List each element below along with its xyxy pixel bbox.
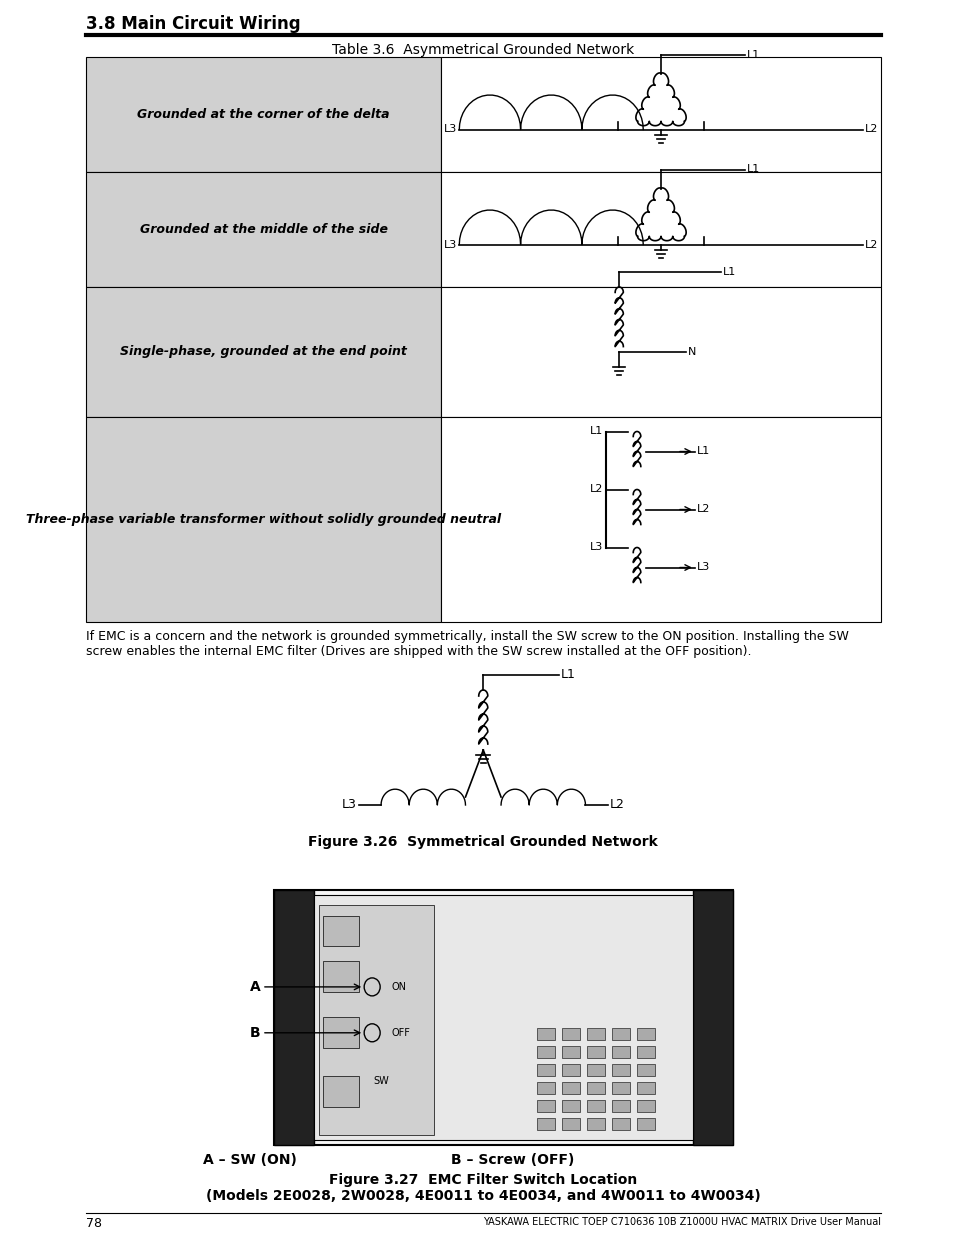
Bar — [612, 1118, 629, 1130]
Bar — [441, 417, 880, 622]
Bar — [612, 1028, 629, 1040]
Bar — [537, 1028, 555, 1040]
Text: L1: L1 — [589, 426, 602, 436]
Text: A – SW (ON): A – SW (ON) — [203, 1153, 297, 1167]
Bar — [587, 1046, 604, 1058]
Bar — [612, 1065, 629, 1076]
Bar — [323, 961, 358, 992]
Text: ON: ON — [392, 982, 406, 992]
Bar — [587, 1065, 604, 1076]
Text: L1: L1 — [746, 164, 760, 174]
Text: L3: L3 — [444, 125, 457, 135]
Text: L3: L3 — [696, 562, 709, 573]
Bar — [561, 1028, 579, 1040]
Bar — [537, 1100, 555, 1112]
Text: Figure 3.27  EMC Filter Switch Location
(Models 2E0028, 2W0028, 4E0011 to 4E0034: Figure 3.27 EMC Filter Switch Location (… — [206, 1173, 760, 1203]
Text: B: B — [250, 1026, 260, 1040]
Text: OFF: OFF — [392, 1028, 410, 1037]
Bar — [537, 1118, 555, 1130]
Text: YASKAWA ELECTRIC TOEP C710636 10B Z1000U HVAC MATRIX Drive User Manual: YASKAWA ELECTRIC TOEP C710636 10B Z1000U… — [482, 1216, 880, 1228]
Text: L1: L1 — [746, 49, 760, 59]
Bar — [637, 1100, 654, 1112]
Bar — [561, 1118, 579, 1130]
Text: Grounded at the corner of the delta: Grounded at the corner of the delta — [137, 107, 390, 121]
Bar — [537, 1082, 555, 1094]
Text: L2: L2 — [863, 240, 877, 249]
Bar — [561, 1065, 579, 1076]
Text: B – Screw (OFF): B – Screw (OFF) — [451, 1153, 574, 1167]
Text: L3: L3 — [444, 240, 457, 249]
Text: L2: L2 — [609, 799, 623, 811]
FancyBboxPatch shape — [274, 890, 732, 1145]
Bar — [537, 1046, 555, 1058]
Bar — [274, 890, 314, 1145]
Bar — [318, 905, 434, 1135]
Bar — [612, 1082, 629, 1094]
Bar — [323, 915, 358, 946]
Text: L1: L1 — [560, 668, 575, 682]
Text: N: N — [687, 347, 696, 357]
Bar — [314, 895, 692, 1140]
Text: L3: L3 — [589, 542, 602, 552]
Text: L2: L2 — [696, 505, 709, 515]
Bar — [587, 1100, 604, 1112]
Text: If EMC is a concern and the network is grounded symmetrically, install the SW sc: If EMC is a concern and the network is g… — [86, 630, 848, 658]
Bar — [637, 1028, 654, 1040]
Bar — [86, 172, 441, 287]
Bar — [441, 287, 880, 417]
Text: L3: L3 — [342, 799, 356, 811]
Text: 78: 78 — [86, 1216, 102, 1230]
Text: Single-phase, grounded at the end point: Single-phase, grounded at the end point — [120, 346, 407, 358]
Bar — [637, 1046, 654, 1058]
Bar — [587, 1082, 604, 1094]
Bar — [637, 1082, 654, 1094]
Bar — [561, 1046, 579, 1058]
Text: Figure 3.26  Symmetrical Grounded Network: Figure 3.26 Symmetrical Grounded Network — [308, 835, 658, 848]
Bar — [323, 1076, 358, 1107]
Text: Table 3.6  Asymmetrical Grounded Network: Table 3.6 Asymmetrical Grounded Network — [332, 43, 634, 57]
Bar — [561, 1082, 579, 1094]
Text: L1: L1 — [696, 447, 709, 457]
Bar — [612, 1100, 629, 1112]
Bar — [86, 417, 441, 622]
Bar — [637, 1118, 654, 1130]
Bar — [587, 1028, 604, 1040]
Text: Three-phase variable transformer without solidly grounded neutral: Three-phase variable transformer without… — [26, 513, 500, 526]
Text: 3.8 Main Circuit Wiring: 3.8 Main Circuit Wiring — [86, 15, 300, 33]
Text: L2: L2 — [589, 484, 602, 494]
Bar — [441, 57, 880, 172]
Text: SW: SW — [373, 1076, 389, 1087]
Text: L1: L1 — [722, 267, 736, 277]
Text: L2: L2 — [863, 125, 877, 135]
Bar — [637, 1065, 654, 1076]
Bar — [441, 172, 880, 287]
Bar — [86, 57, 441, 172]
Text: A: A — [250, 979, 260, 994]
Bar — [612, 1046, 629, 1058]
Text: Grounded at the middle of the side: Grounded at the middle of the side — [139, 224, 387, 236]
Bar — [537, 1065, 555, 1076]
Bar — [587, 1118, 604, 1130]
Bar — [323, 1018, 358, 1049]
Bar — [561, 1100, 579, 1112]
Bar — [692, 890, 732, 1145]
Bar — [86, 287, 441, 417]
